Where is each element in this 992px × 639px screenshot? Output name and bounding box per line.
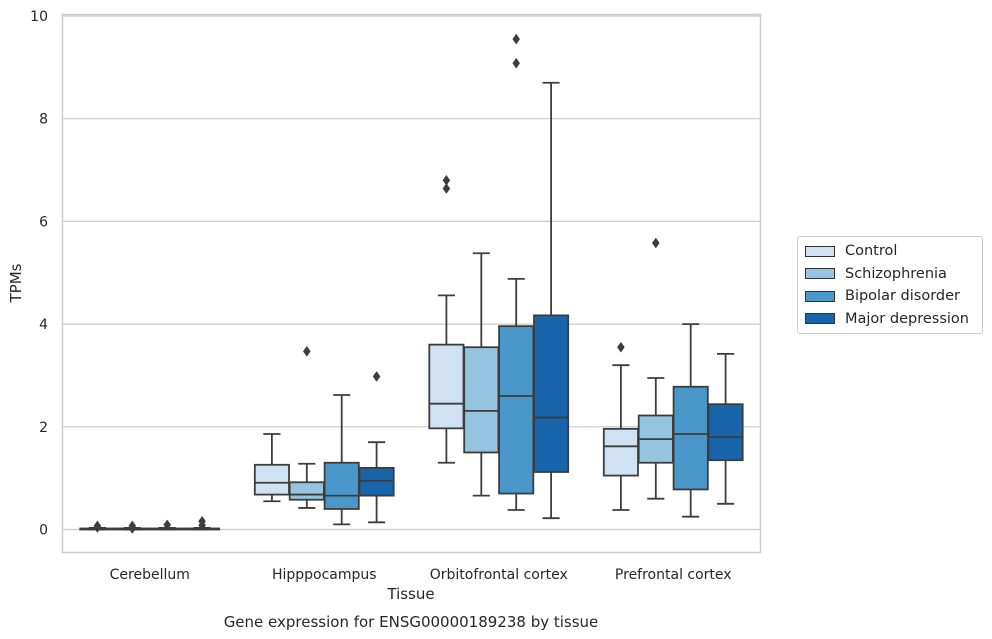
outlier-point bbox=[372, 371, 381, 382]
outlier-point bbox=[512, 33, 521, 45]
legend-item-bipolar-disorder: Bipolar disorder bbox=[798, 285, 982, 308]
outlier-point bbox=[163, 519, 172, 531]
x-tick-labels: Cerebellum Hipppocampus Orbitofrontal cort… bbox=[110, 567, 732, 583]
y-tick-label: 0 bbox=[39, 523, 48, 539]
y-tick-labels: 0 2 4 6 8 10 bbox=[30, 9, 48, 539]
box-plot-series bbox=[79, 33, 744, 534]
legend-item-control: Control bbox=[798, 240, 982, 263]
box-1-3 bbox=[358, 371, 395, 524]
legend-swatch bbox=[805, 290, 835, 302]
box-iqr bbox=[672, 385, 709, 491]
box-iqr bbox=[707, 403, 744, 462]
outlier-point bbox=[128, 523, 137, 534]
y-tick-label: 10 bbox=[30, 9, 48, 25]
box-2-2 bbox=[498, 33, 535, 511]
legend: Control Schizophrenia Bipolar disorder M… bbox=[797, 236, 983, 334]
box-iqr bbox=[533, 314, 570, 473]
outlier-point bbox=[198, 519, 206, 531]
box-1-2 bbox=[323, 394, 360, 526]
legend-item-schizophrenia: Schizophrenia bbox=[798, 263, 982, 286]
outlier-point bbox=[617, 341, 625, 353]
y-tick-label: 4 bbox=[39, 317, 48, 333]
x-axis-title: Tissue bbox=[386, 585, 434, 603]
x-tick-label: Hipppocampus bbox=[272, 567, 377, 583]
legend-label: Control bbox=[845, 243, 898, 260]
box-0-2 bbox=[149, 519, 186, 531]
x-tick-label: Prefrontal cortex bbox=[615, 567, 732, 583]
box-0-1 bbox=[114, 520, 151, 534]
box-iqr bbox=[428, 343, 465, 430]
y-tick-label: 2 bbox=[39, 420, 48, 436]
outlier-point bbox=[651, 237, 660, 249]
legend-label: Bipolar disorder bbox=[845, 288, 960, 305]
box-iqr bbox=[602, 427, 639, 477]
box-iqr bbox=[358, 466, 395, 497]
y-tick-label: 6 bbox=[39, 214, 48, 230]
box-0-3 bbox=[184, 515, 221, 531]
box-iqr bbox=[323, 461, 360, 510]
plot-area-frame bbox=[61, 13, 762, 554]
box-2-0 bbox=[428, 174, 465, 464]
legend-label: Schizophrenia bbox=[845, 265, 947, 282]
box-0-0 bbox=[79, 520, 116, 533]
box-3-3 bbox=[707, 352, 744, 505]
legend-label: Major depression bbox=[845, 310, 969, 327]
y-tick-label: 8 bbox=[39, 112, 48, 128]
box-3-2 bbox=[672, 323, 709, 518]
outlier-point bbox=[442, 183, 451, 194]
box-1-0 bbox=[253, 433, 290, 503]
legend-swatch bbox=[805, 245, 835, 257]
y-axis-title: TPMs bbox=[7, 263, 25, 303]
box-2-3 bbox=[533, 81, 570, 520]
box-iqr bbox=[463, 346, 500, 454]
x-tick-label: Orbitofrontal cortex bbox=[430, 567, 568, 583]
legend-item-major-depression: Major depression bbox=[798, 308, 982, 331]
box-3-0 bbox=[602, 341, 639, 511]
outlier-point bbox=[512, 57, 521, 69]
legend-swatch bbox=[805, 313, 835, 325]
outlier-point bbox=[93, 522, 102, 533]
outlier-point bbox=[302, 345, 311, 357]
box-iqr bbox=[253, 463, 290, 496]
grid-lines bbox=[62, 15, 761, 531]
chart-caption: Gene expression for ENSG00000189238 by t… bbox=[224, 613, 599, 631]
box-iqr bbox=[288, 481, 325, 501]
box-iqr bbox=[498, 325, 535, 495]
legend-swatch bbox=[805, 268, 835, 280]
box-3-1 bbox=[637, 237, 674, 500]
box-2-1 bbox=[463, 252, 500, 497]
x-tick-label: Cerebellum bbox=[110, 567, 190, 583]
